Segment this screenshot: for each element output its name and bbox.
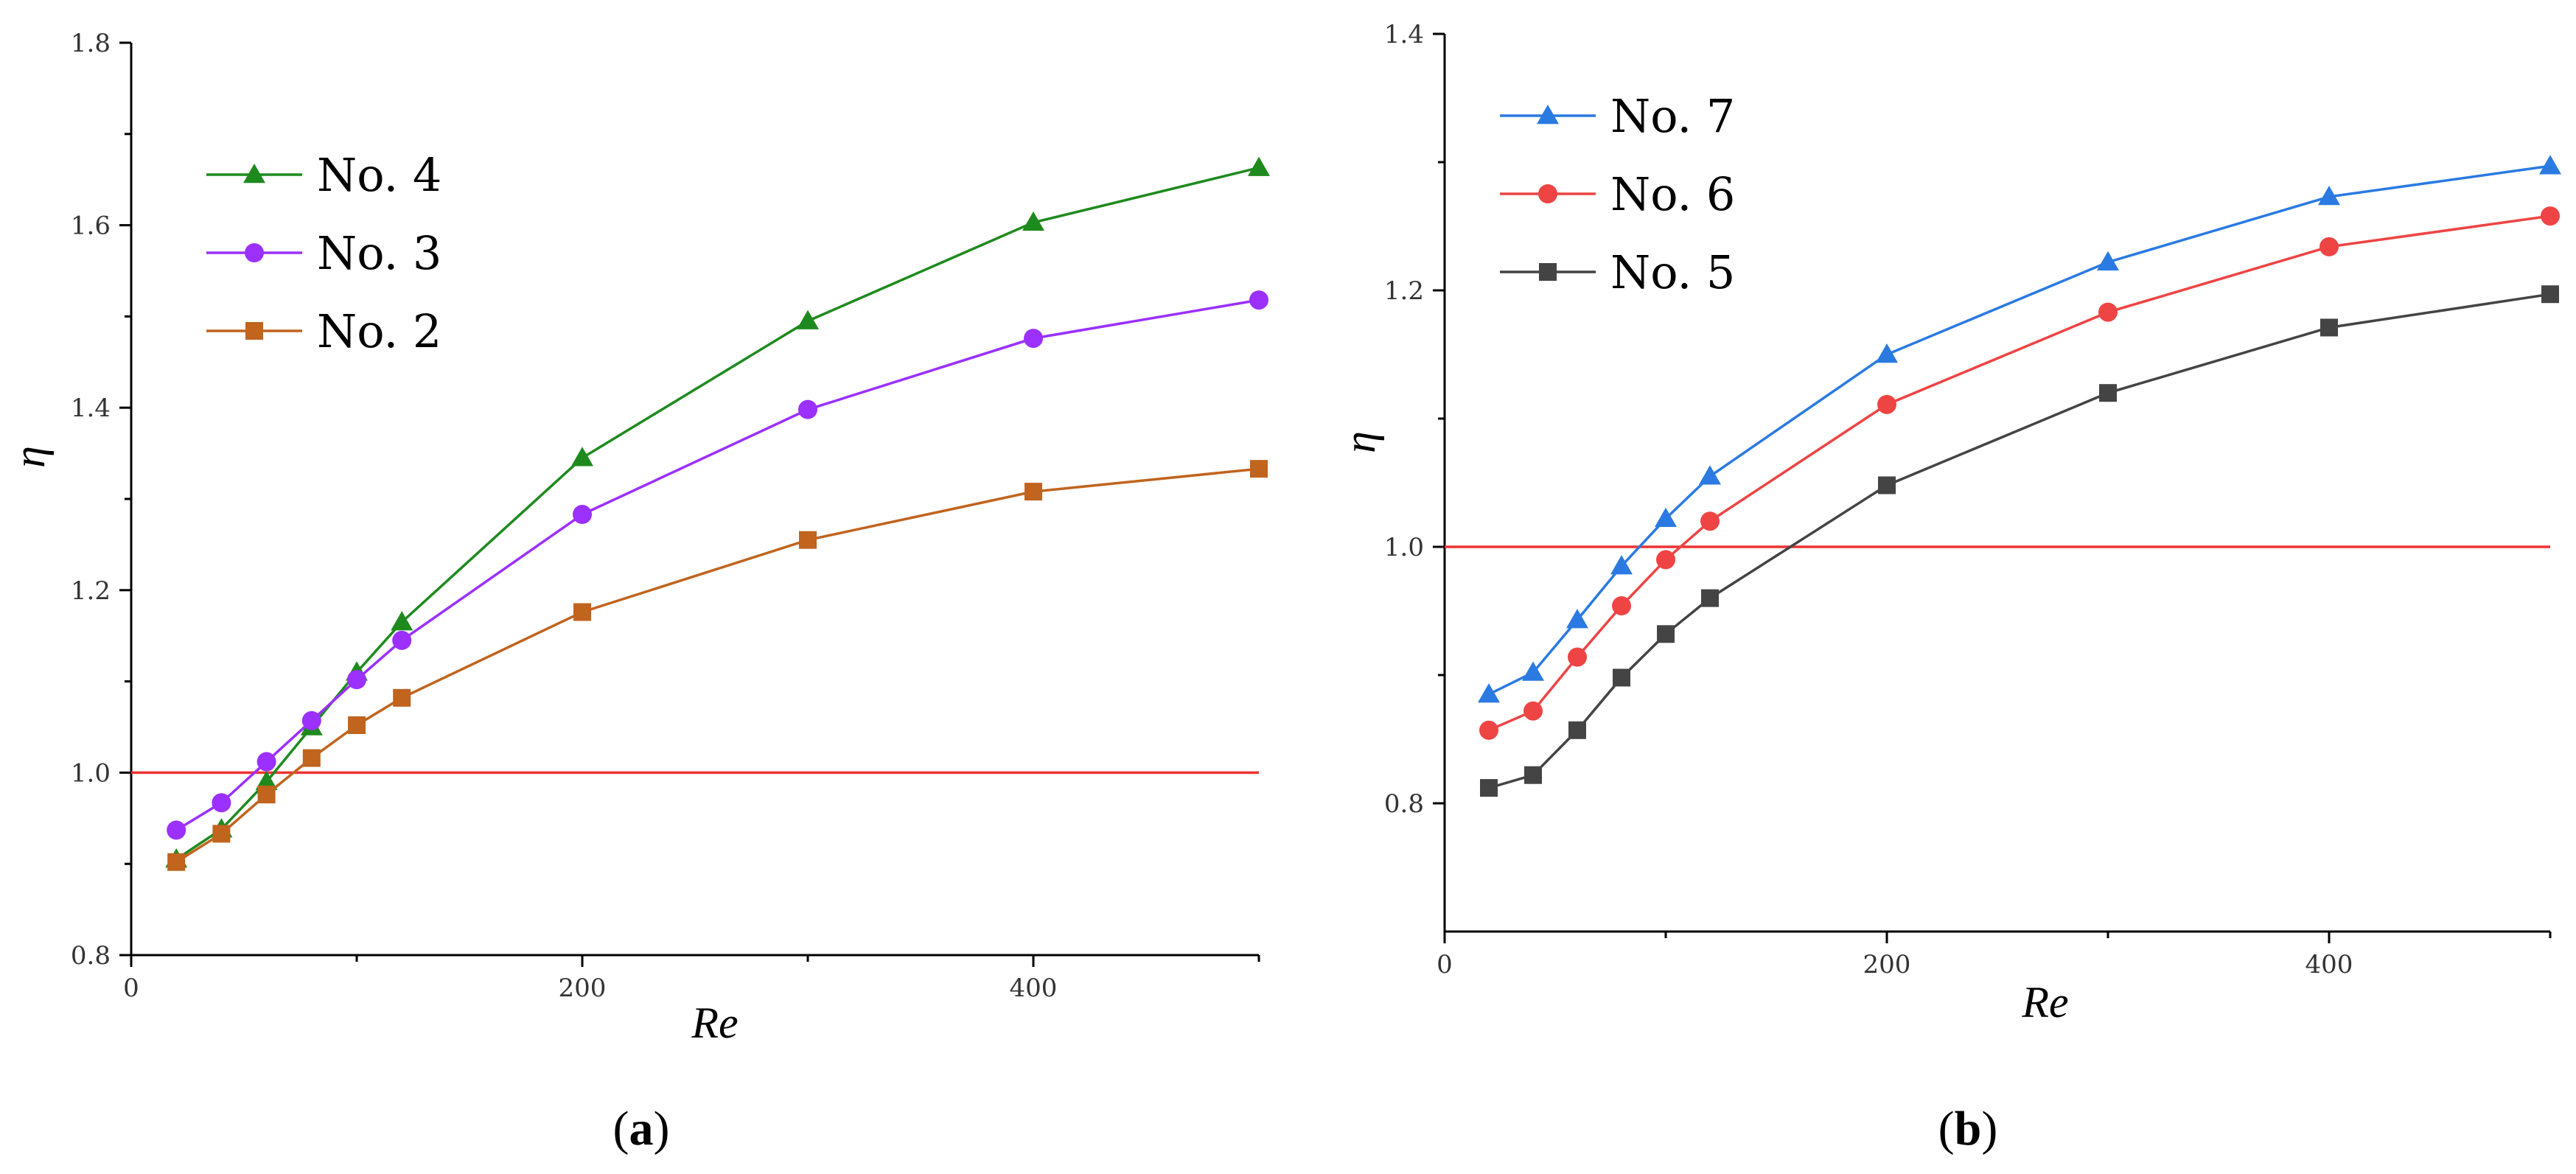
data-point-no-7 [1876,343,1898,363]
data-point-no-5 [2541,285,2559,304]
data-point-no-2 [1025,483,1042,501]
series-line-no-6 [1488,214,2551,732]
y-tick-label: 1.8 [71,29,111,58]
chart-panel-b: 0.8 1.0 1.2 1.4 0 200 400 No. 7 No. 6 No. 5 η Re (b) [1336,20,2561,1156]
data-point-no-7 [1522,661,1544,681]
panel-caption: (a) [613,1102,670,1156]
y-tick-label: 1.4 [71,394,111,423]
legend-marker [245,243,264,262]
y-tick-label: 1.6 [71,212,111,241]
y-tick-label: 1.0 [71,758,111,788]
data-point-no-5 [1701,589,1719,607]
data-point-no-6 [2098,302,2118,322]
x-axis-label: Re [691,999,738,1047]
data-point-no-7 [1699,465,1721,485]
x-tick-label: 0 [1437,950,1453,979]
y-axis-label: η [1336,431,1384,453]
data-point-no-2 [348,716,366,735]
data-point-no-3 [798,399,817,419]
legend-label: No. 7 [1610,89,1735,143]
x-tick-label: 200 [1863,950,1911,979]
data-point-no-2 [1250,460,1268,478]
data-point-no-3 [573,505,592,525]
legend-label: No. 4 [317,148,441,202]
data-point-no-2 [167,853,186,871]
legend-label: No. 6 [1610,167,1735,221]
data-point-no-4 [571,447,593,467]
data-point-no-6 [2541,206,2560,226]
legend-marker [243,164,265,184]
data-point-no-6 [1877,394,1896,414]
data-point-no-4 [1248,156,1270,176]
data-point-no-6 [1479,720,1498,740]
y-tick-label: 1.0 [1384,533,1424,562]
legend-marker [245,322,263,340]
y-axis-label: η [5,446,54,468]
data-point-no-5 [1657,625,1675,643]
legend-marker [1539,263,1557,281]
data-point-no-2 [573,603,591,621]
panel-caption: (b) [1938,1102,1998,1156]
series-line-no-3 [175,298,1260,831]
data-point-no-3 [212,793,231,813]
data-point-no-5 [1613,668,1630,687]
data-point-no-5 [1878,476,1896,495]
data-point-no-5 [2320,318,2338,337]
legend-label: No. 5 [1610,245,1735,299]
data-point-no-5 [1480,779,1498,797]
legend-marker [1538,184,1557,203]
legend-label: No. 2 [317,304,441,358]
series-line-no-7 [1488,164,2551,696]
legend-marker [1537,105,1559,125]
series-line-no-4 [175,166,1260,861]
data-point-no-6 [2320,237,2339,256]
data-point-no-2 [302,749,321,767]
data-point-no-4 [391,611,413,631]
data-point-no-3 [167,820,186,840]
y-tick-label: 1.2 [71,576,111,606]
x-tick-label: 200 [559,974,607,1003]
data-point-no-7 [2318,185,2340,206]
data-point-no-6 [1523,701,1543,721]
series-line-no-2 [175,467,1260,864]
data-point-no-2 [257,786,276,804]
data-point-no-5 [2099,384,2117,402]
data-point-no-7 [1610,555,1633,575]
data-point-no-6 [1656,550,1675,570]
data-point-no-2 [799,531,817,549]
data-point-no-7 [1655,507,1677,527]
data-point-no-2 [393,688,411,707]
data-point-no-4 [797,310,819,329]
data-point-no-2 [212,825,231,843]
data-point-no-7 [1478,683,1500,703]
data-point-no-4 [1022,211,1044,231]
data-point-no-3 [1249,290,1268,310]
data-point-no-3 [1024,329,1043,349]
data-point-no-7 [2539,155,2561,175]
data-point-no-3 [392,630,412,650]
data-point-no-6 [1700,511,1720,531]
y-tick-label: 0.8 [1384,789,1424,819]
x-tick-label: 400 [1010,974,1058,1003]
data-point-no-6 [1612,596,1631,616]
y-tick-label: 1.4 [1384,20,1424,49]
data-point-no-3 [347,670,366,690]
data-point-no-7 [2097,251,2119,270]
data-point-no-5 [1524,766,1542,784]
legend-label: No. 3 [317,226,441,280]
y-tick-label: 1.2 [1384,276,1424,306]
data-point-no-5 [1568,721,1586,739]
data-point-no-3 [256,752,276,772]
series-line-no-5 [1488,293,2551,789]
data-point-no-4 [255,770,278,791]
data-point-no-6 [1568,647,1587,667]
data-point-no-3 [301,710,321,730]
x-tick-label: 400 [2306,950,2353,979]
x-tick-label: 0 [123,974,139,1003]
data-point-no-7 [1566,609,1588,629]
y-tick-label: 0.8 [71,941,111,971]
x-axis-label: Re [2021,978,2068,1027]
chart-panel-a: 0.8 1.0 1.2 1.4 1.6 1.8 0 200 400 No. 4 No. 3 No. 2… [5,29,1270,1156]
